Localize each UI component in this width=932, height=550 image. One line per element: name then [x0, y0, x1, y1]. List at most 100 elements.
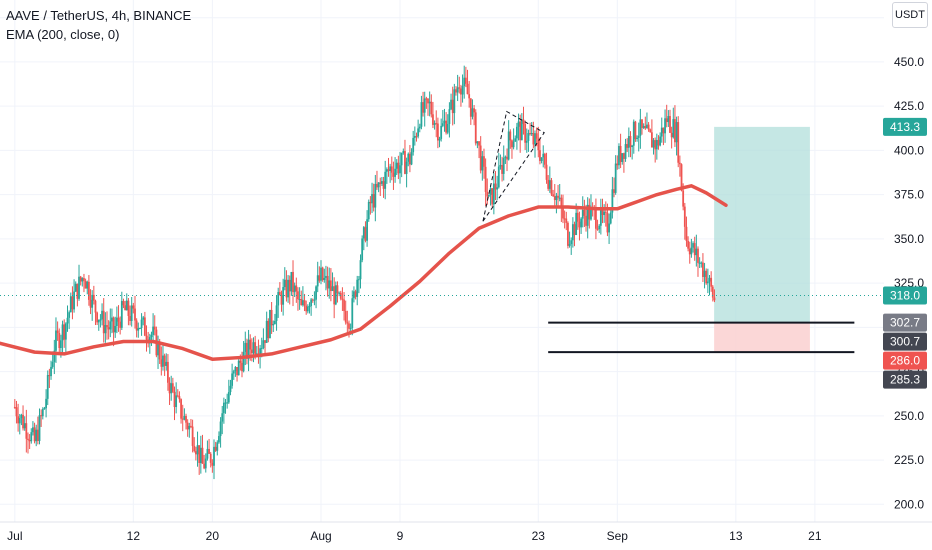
candle-body: [35, 429, 38, 442]
time-tick-label: Sep: [607, 529, 629, 543]
candle-body: [568, 244, 571, 246]
candle-body: [285, 279, 288, 298]
horizontal-levels: [548, 321, 855, 354]
candle-body: [623, 153, 625, 159]
candle-body: [86, 281, 89, 289]
candle-body: [680, 164, 683, 191]
currency-button[interactable]: USDT: [892, 2, 928, 28]
candle-body: [537, 138, 540, 151]
symbol-title[interactable]: AAVE / TetherUS, 4h, BINANCE: [6, 8, 192, 23]
candle-body: [50, 366, 52, 377]
candle-body: [476, 141, 479, 144]
candle-body: [254, 342, 257, 354]
candle-body: [213, 446, 215, 466]
candle-body: [438, 138, 441, 141]
candle-body: [540, 157, 543, 161]
candle-body: [464, 77, 467, 84]
candle-body: [708, 277, 711, 282]
candle-body: [499, 165, 502, 167]
price-axis[interactable]: 200.0225.0250.0275.0300.0325.0350.0375.0…: [894, 11, 924, 512]
candle-body: [259, 348, 261, 355]
candle-body: [139, 328, 141, 330]
candle-body: [316, 275, 319, 287]
candle-body: [283, 279, 286, 288]
candle-body: [646, 124, 648, 129]
price-tag-label: 302.7: [890, 316, 920, 330]
candle-body: [143, 317, 146, 336]
candle-body: [226, 402, 229, 404]
candle-body: [460, 88, 462, 95]
price-tick-label: 350.0: [894, 232, 924, 246]
candle-body: [247, 339, 250, 359]
candle-body: [427, 98, 429, 104]
candle-body: [583, 209, 586, 216]
candle-body: [506, 156, 508, 160]
price-tag-box: [883, 313, 927, 332]
candle-body: [543, 153, 546, 165]
candle-body: [229, 385, 232, 393]
candle-body: [618, 146, 620, 166]
candle-body: [418, 126, 421, 129]
price-tick-label: 250.0: [894, 409, 924, 423]
candle-body: [422, 102, 424, 113]
candle-body: [404, 151, 406, 174]
candle-body: [440, 125, 443, 139]
candle-body: [191, 426, 194, 446]
candle-body: [315, 286, 317, 300]
candle-body: [180, 399, 182, 419]
candle-body: [157, 343, 159, 356]
candle-body: [333, 286, 336, 305]
candle-body: [702, 262, 704, 277]
candle-body: [692, 243, 694, 248]
candle-body: [127, 300, 130, 316]
candle-body: [654, 140, 657, 150]
candle-body: [660, 127, 663, 137]
candle-body: [32, 427, 34, 433]
candle-body: [288, 279, 291, 292]
candle-body: [55, 330, 57, 351]
candle-body: [122, 301, 125, 306]
candle-body: [415, 136, 418, 138]
candle-body: [650, 132, 653, 148]
candle-body: [216, 442, 219, 451]
candle-body: [425, 98, 428, 100]
candle-body: [153, 326, 156, 330]
candle-body: [545, 164, 548, 180]
candle-body: [697, 248, 699, 263]
indicator-label[interactable]: EMA (200, close, 0): [6, 27, 120, 42]
candle-body: [132, 305, 135, 309]
candle-body: [357, 279, 360, 281]
candle-body: [120, 301, 123, 328]
stop-zone: [714, 322, 810, 353]
candle-body: [700, 262, 703, 264]
candle-body: [581, 209, 584, 219]
position-zones: [714, 126, 810, 353]
candle-body: [329, 280, 332, 291]
candle-body: [344, 310, 347, 323]
candle-body: [481, 156, 484, 171]
candle-body: [652, 140, 655, 148]
price-tag-label: 318.0: [890, 289, 920, 303]
candle-body: [326, 275, 329, 289]
candle-body: [586, 204, 589, 226]
candle-body: [264, 340, 266, 343]
candle-body: [532, 133, 535, 145]
candle-body: [101, 310, 103, 320]
candle-body: [392, 172, 395, 177]
candle-body: [129, 315, 131, 321]
price-tags: 413.3 318.0 302.7 300.7 286.0 285.3: [883, 117, 927, 389]
time-tick-label: 13: [729, 529, 743, 543]
candle-body: [529, 133, 531, 135]
candle-body: [351, 298, 354, 328]
time-axis[interactable]: Jul 12 20 Aug 9 23 Sep 13 21: [0, 521, 932, 543]
candle-body: [560, 197, 563, 209]
time-tick-label: 9: [397, 529, 404, 543]
candle-body: [313, 299, 316, 301]
candle-body: [525, 140, 528, 143]
candle-body: [206, 448, 209, 459]
candle-body: [102, 310, 105, 334]
candle-body: [632, 121, 635, 146]
candle-body: [690, 247, 693, 255]
candle-body: [552, 194, 555, 197]
